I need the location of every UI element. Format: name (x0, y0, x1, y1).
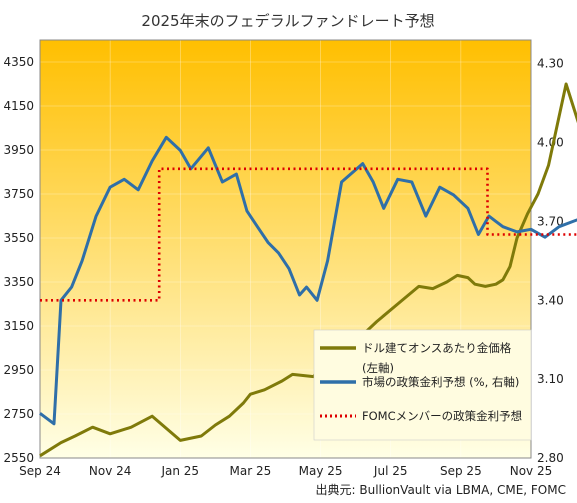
left-tick-label-6: 3750 (3, 187, 34, 201)
x-tick-label-1: Nov 24 (89, 464, 132, 478)
left-tick-label-7: 3950 (3, 143, 34, 157)
left-tick-label-4: 3350 (3, 275, 34, 289)
right-axis: 2.80 3.10 3.40 3.70 4.00 4.30 (537, 57, 564, 465)
right-tick-label-4: 4.00 (537, 136, 564, 150)
right-tick-label-2: 3.40 (537, 293, 564, 307)
legend-fomc-label: FOMCメンバーの政策金利予想 (362, 409, 522, 423)
plot-frame (39, 39, 532, 459)
x-tick-label-7: Nov 25 (510, 464, 553, 478)
left-tick-label-2: 2950 (3, 363, 34, 377)
left-tick-label-5: 3550 (3, 231, 34, 245)
legend: ドル建てオンスあたり金価格 (左軸) 市場の政策金利予想 (%, 右軸) FOM… (313, 329, 532, 441)
x-tick-label-5: Jul 25 (373, 464, 408, 478)
chart-title: 2025年末のフェデラルファンドレート予想 (141, 12, 434, 30)
x-tick-label-6: Sep 25 (440, 464, 482, 478)
x-tick-label-4: May 25 (299, 464, 343, 478)
left-tick-label-3: 3150 (3, 319, 34, 333)
right-tick-label-0: 2.80 (537, 451, 564, 465)
x-tick-label-3: Mar 25 (230, 464, 272, 478)
left-tick-label-8: 4150 (3, 99, 34, 113)
series-line-fomc (40, 167, 577, 302)
left-tick-label-1: 2750 (3, 407, 34, 421)
left-tick-label-9: 4350 (3, 55, 34, 69)
left-axis: 2550 2750 2950 3150 3350 3550 3750 3950 4150 4350 (3, 55, 34, 465)
left-tick-label-0: 2550 (3, 451, 34, 465)
series-line-market (39, 135, 577, 426)
legend-gold-label: ドル建てオンスあたり金価格 (362, 341, 512, 355)
x-tick-label-2: Jan 25 (160, 464, 199, 478)
legend-gold-sublabel: (左軸) (362, 361, 394, 375)
right-tick-label-5: 4.30 (537, 57, 564, 71)
legend-market-label: 市場の政策金利予想 (%, 右軸) (362, 375, 519, 389)
source-note: 出典元: BullionVault via LBMA, CME, FOMC (316, 483, 566, 497)
x-axis: Sep 24 Nov 24 Jan 25 Mar 25 May 25 Jul 25 Sep … (19, 464, 552, 478)
right-tick-label-3: 3.70 (537, 214, 564, 228)
right-tick-label-1: 3.10 (537, 372, 564, 386)
x-tick-label-0: Sep 24 (19, 464, 61, 478)
